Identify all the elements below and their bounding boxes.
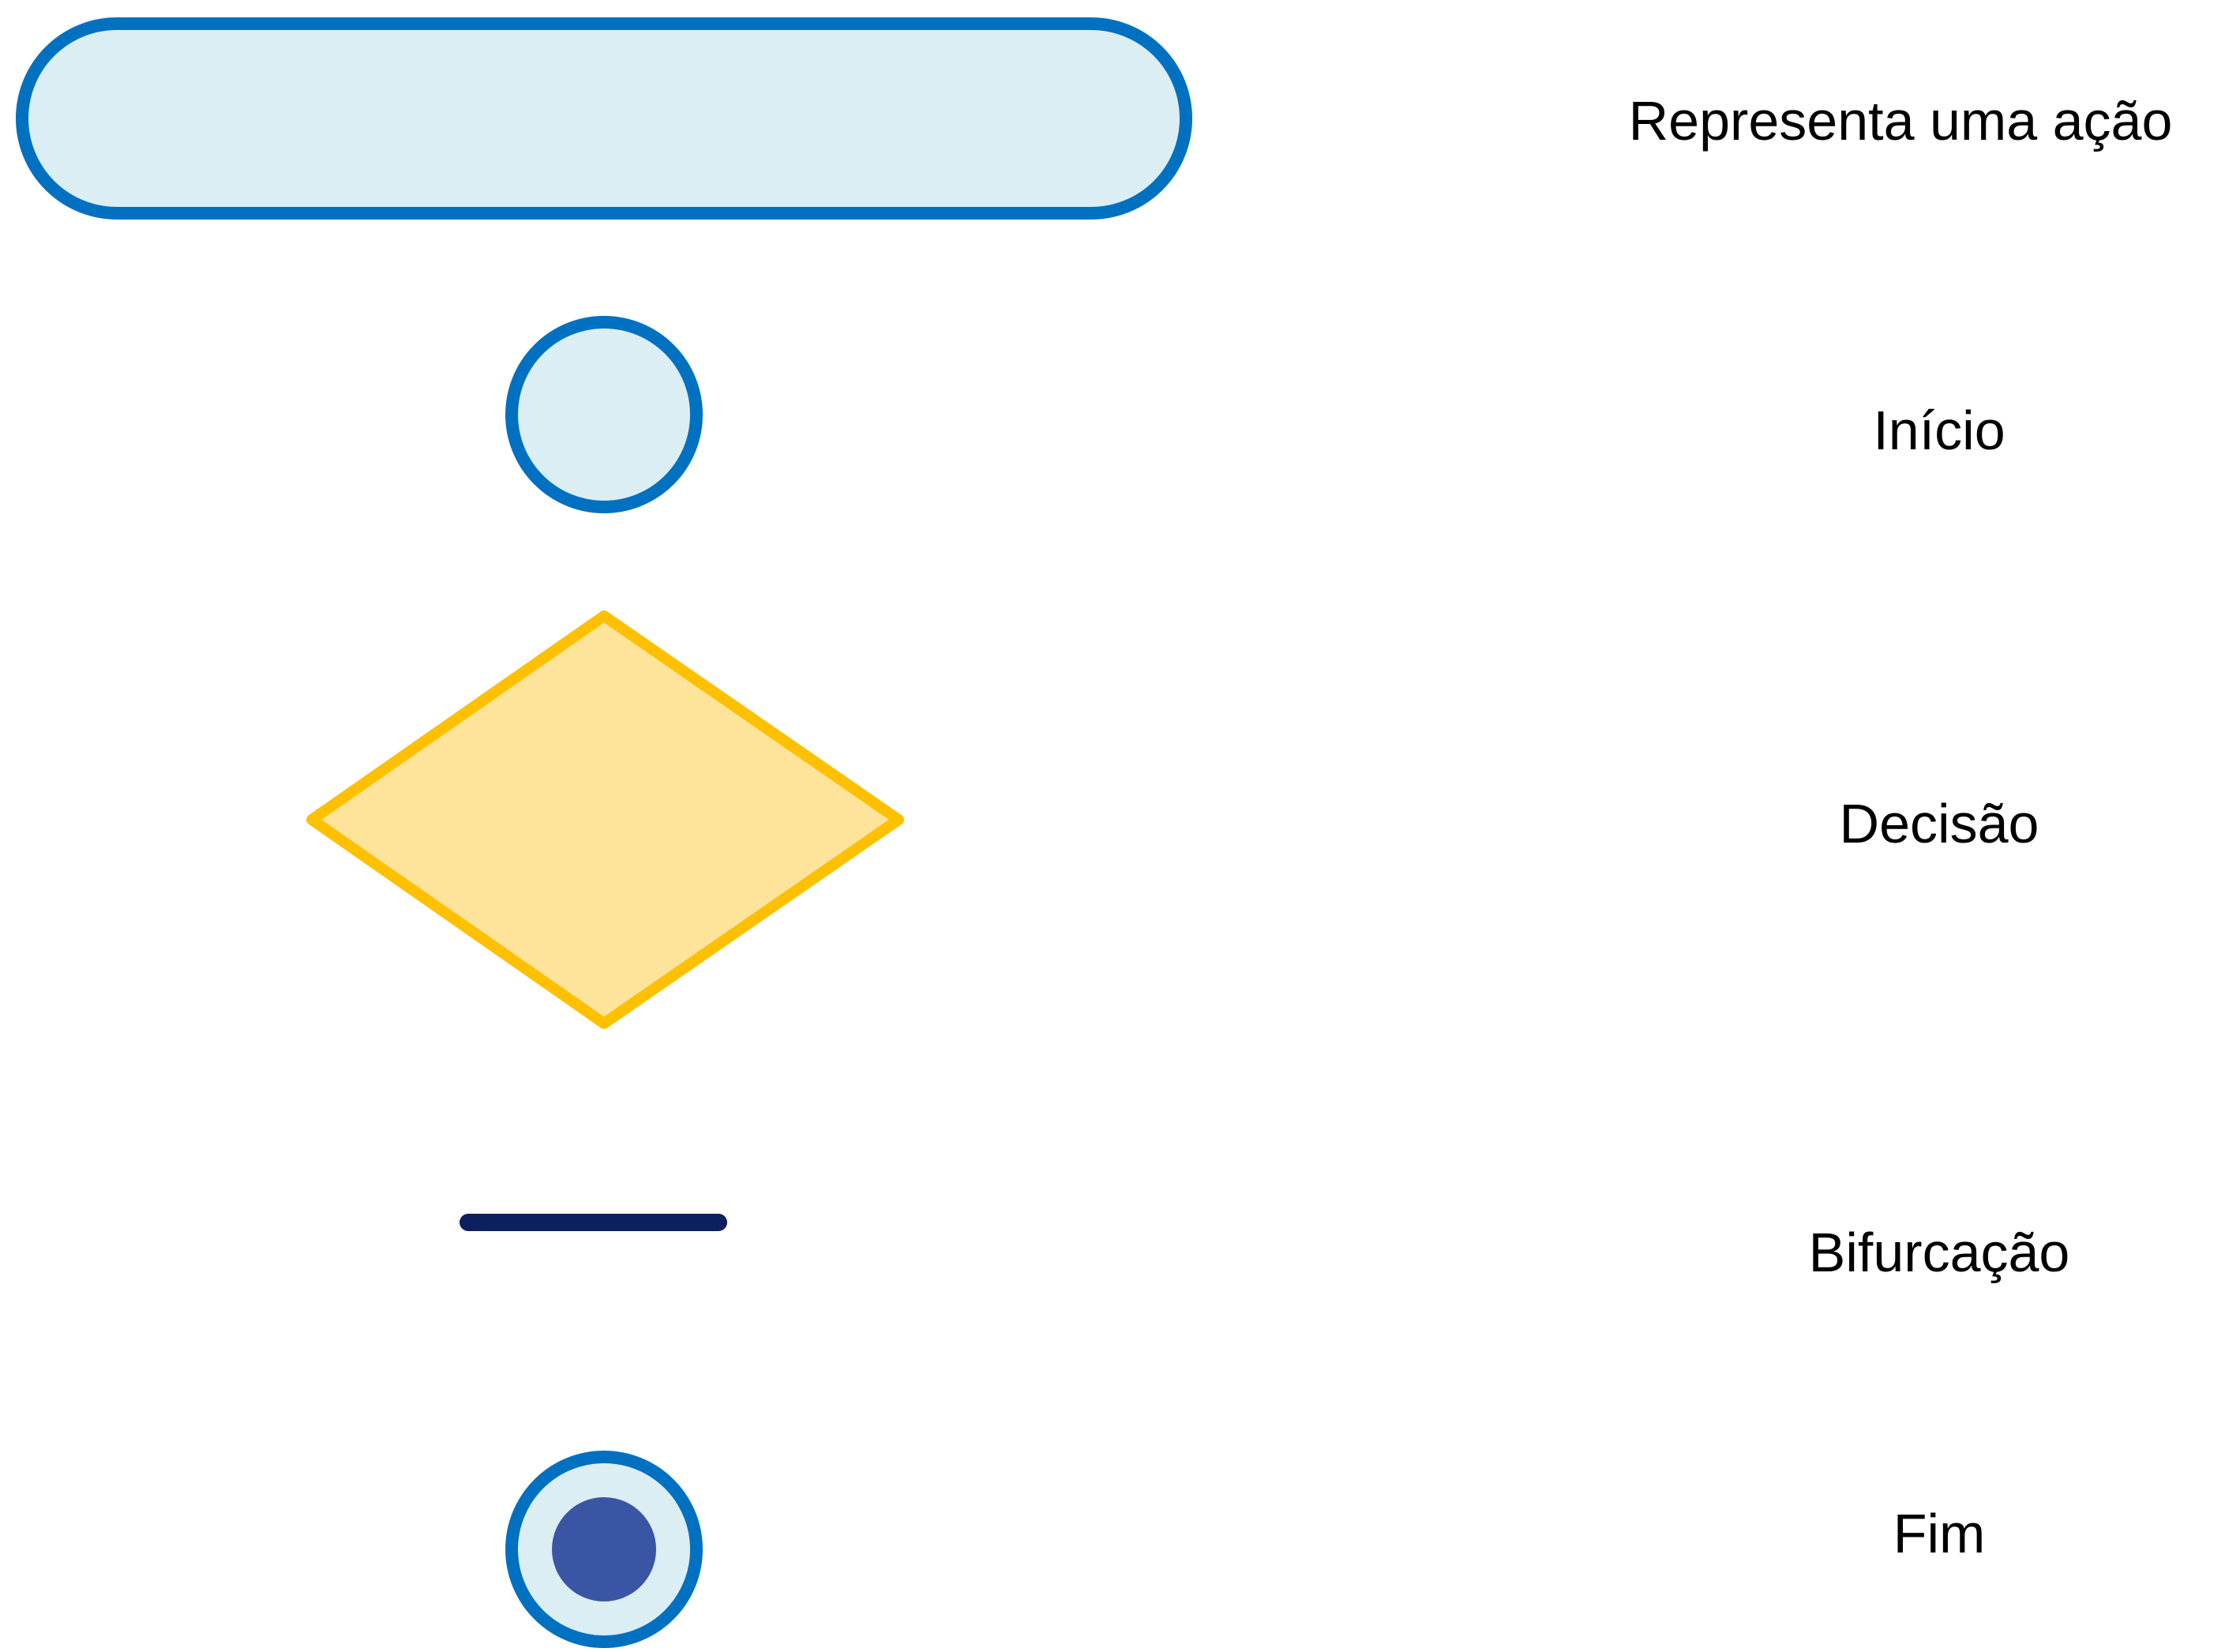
start-symbol <box>505 316 703 513</box>
label-end: Fim <box>1893 1503 1986 1564</box>
label-action: Representa uma ação <box>1628 90 2173 152</box>
end-symbol-dot <box>552 1497 656 1601</box>
label-decision: Decisão <box>1839 793 2039 854</box>
label-fork: Bifurcação <box>1808 1222 2070 1283</box>
end-symbol <box>505 1451 703 1648</box>
label-start: Início <box>1873 400 2006 461</box>
decision-symbol <box>306 610 904 1029</box>
action-symbol <box>16 17 1192 220</box>
